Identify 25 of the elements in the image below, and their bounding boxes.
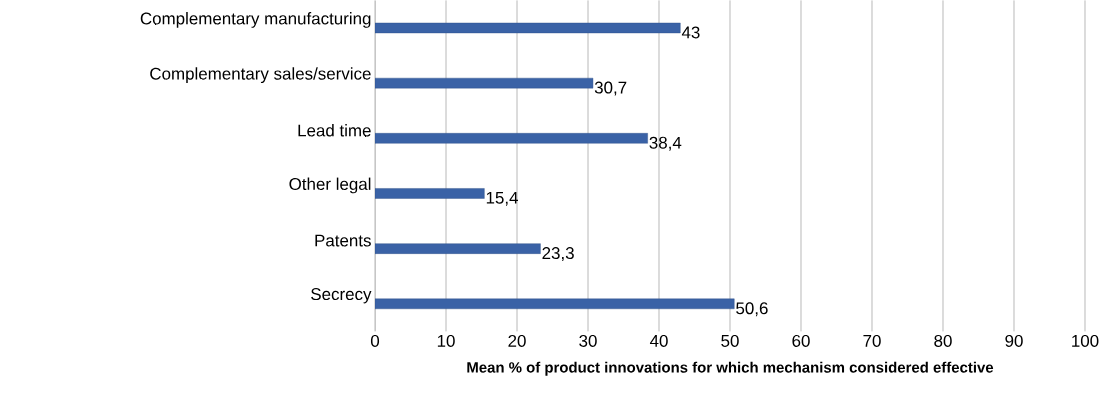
x-tick-label: 100 — [1072, 334, 1099, 347]
y-tick-label: Lead time — [298, 123, 371, 137]
x-tick-label: 60 — [792, 334, 810, 347]
data-label: 30,7 — [594, 81, 627, 96]
x-tick-label: 50 — [721, 334, 739, 347]
data-label: 50,6 — [736, 302, 768, 317]
data-label: 15,4 — [486, 191, 519, 206]
x-tick-label: 30 — [579, 334, 597, 347]
x-tick-label: 90 — [1005, 334, 1023, 347]
y-tick-label: Patents — [315, 234, 371, 247]
y-tick-label: Complementary sales/service — [150, 67, 371, 83]
bar — [375, 298, 735, 309]
data-label: 23,3 — [542, 246, 574, 261]
y-tick-label: Secrecy — [311, 287, 372, 304]
x-tick-label: 40 — [649, 334, 668, 347]
x-tick-label: 10 — [437, 334, 455, 347]
x-tick-label: 20 — [508, 334, 526, 347]
x-tick-label: 0 — [370, 334, 380, 347]
y-tick-label: Other legal — [289, 177, 371, 194]
x-tick-label: 80 — [934, 334, 952, 347]
data-label: 43 — [681, 26, 700, 39]
y-tick-label: Complementary manufacturing — [140, 11, 371, 28]
x-axis-title: Mean % of product innovations for which mechanism considered effective — [467, 361, 994, 376]
data-label: 38,4 — [649, 136, 682, 151]
x-tick-label: 70 — [863, 334, 881, 347]
